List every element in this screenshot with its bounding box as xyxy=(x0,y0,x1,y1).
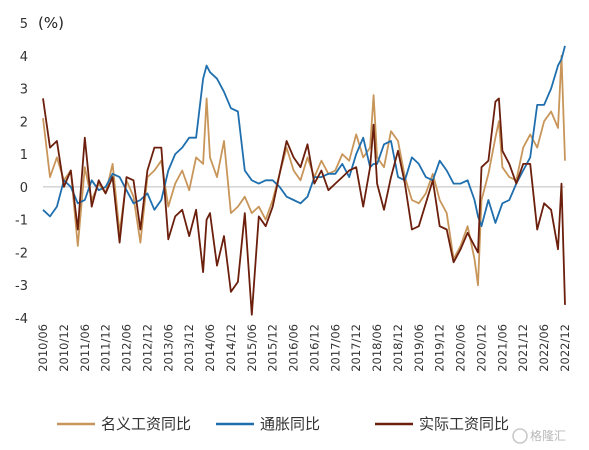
y-tick-label: 0 xyxy=(20,181,28,196)
series-line-1 xyxy=(42,54,566,287)
x-tick-label: 2022/06 xyxy=(537,324,551,372)
y-tick-label: 3 xyxy=(20,83,28,98)
x-tick-label: 2011/12 xyxy=(99,324,113,372)
y-tick-label: -2 xyxy=(15,246,28,261)
x-tick-label: 2010/06 xyxy=(36,324,50,372)
x-tick-label: 2018/06 xyxy=(370,324,384,372)
series-layer xyxy=(42,45,566,316)
x-tick-label: 2021/06 xyxy=(495,324,509,372)
legend-label: 名义工资同比 xyxy=(101,415,191,433)
x-tick-label: 2016/06 xyxy=(287,324,301,372)
watermark: 格隆汇 xyxy=(512,428,566,444)
x-tick-label: 2013/12 xyxy=(182,324,196,372)
y-axis-ticks: 5 4 3 2 1 0 -1 -2 -3 -4 xyxy=(15,17,28,327)
y-tick-label: 4 xyxy=(20,50,28,65)
x-tick-label: 2019/12 xyxy=(433,324,447,372)
x-tick-label: 2012/12 xyxy=(140,324,154,372)
y-tick-label: 5 xyxy=(20,17,28,32)
x-tick-label: 2010/12 xyxy=(57,324,71,372)
x-tick-label: 2015/12 xyxy=(266,324,280,372)
x-tick-label: 2020/06 xyxy=(454,324,468,372)
x-tick-label: 2018/12 xyxy=(391,324,405,372)
watermark-text: 格隆汇 xyxy=(530,428,566,443)
y-unit-label: (%) xyxy=(38,14,64,32)
watermark-logo-icon xyxy=(512,428,528,444)
y-tick-label: -1 xyxy=(15,214,28,229)
x-tick-label: 2016/12 xyxy=(307,324,321,372)
x-tick-label: 2021/12 xyxy=(516,324,530,372)
x-tick-label: 2014/06 xyxy=(203,324,217,372)
x-tick-label: 2015/06 xyxy=(245,324,259,372)
x-tick-label: 2020/12 xyxy=(474,324,488,372)
legend-label: 通胀同比 xyxy=(260,415,320,433)
x-tick-label: 2022/12 xyxy=(558,324,572,372)
legend-label: 实际工资同比 xyxy=(419,415,509,433)
series-line-3 xyxy=(42,97,566,316)
x-tick-label: 2014/12 xyxy=(224,324,238,372)
x-tick-label: 2013/06 xyxy=(161,324,175,372)
series-line-2 xyxy=(42,45,566,228)
y-tick-label: -3 xyxy=(15,279,28,294)
x-axis-ticks: 2010/06 2010/12 2011/06 2011/12 2012/06 2012/… xyxy=(36,324,572,372)
x-tick-label: 2017/06 xyxy=(328,324,342,372)
x-tick-label: 2011/06 xyxy=(78,324,92,372)
x-tick-label: 2012/06 xyxy=(120,324,134,372)
y-tick-label: -4 xyxy=(15,312,28,327)
y-tick-label: 1 xyxy=(20,148,28,163)
y-tick-label: 2 xyxy=(20,115,28,130)
legend: 名义工资同比 通胀同比 实际工资同比 xyxy=(57,415,509,433)
x-tick-label: 2017/12 xyxy=(349,324,363,372)
x-tick-label: 2019/06 xyxy=(412,324,426,372)
